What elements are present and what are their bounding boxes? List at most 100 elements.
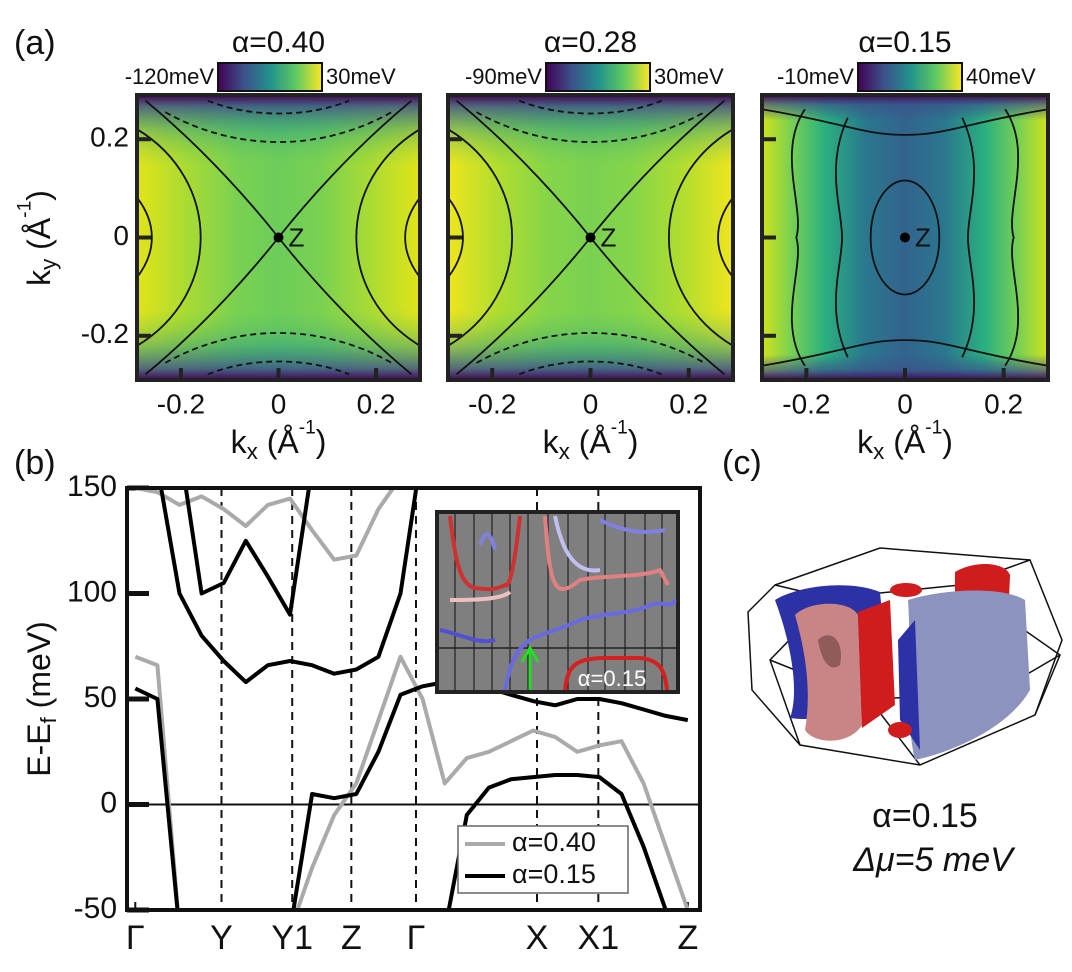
y-axis-label: E-Ef (meV) bbox=[21, 621, 60, 777]
x-tick-label: Z bbox=[341, 919, 362, 957]
x-tick-label: 0.2 bbox=[984, 388, 1023, 419]
point-label: Z bbox=[289, 222, 305, 252]
contour-line bbox=[669, 129, 733, 346]
y-tick-label: 100 bbox=[67, 575, 117, 608]
x-axis-label-part: x bbox=[559, 439, 570, 464]
contour-line bbox=[477, 112, 705, 142]
colorbar-label: -90meV bbox=[465, 64, 542, 89]
band-line bbox=[134, 686, 180, 910]
point-label: Z bbox=[601, 222, 617, 252]
legend-box bbox=[457, 825, 629, 894]
contours bbox=[137, 101, 420, 375]
contour-line bbox=[762, 109, 1048, 135]
inset-bg bbox=[435, 510, 680, 694]
y-axis-label: ky (Å-1) bbox=[15, 190, 61, 286]
inset-band bbox=[478, 532, 497, 551]
panel-label: (b) bbox=[14, 444, 56, 482]
contour-line bbox=[871, 181, 940, 295]
contour-line bbox=[208, 101, 350, 114]
inset-band bbox=[449, 590, 512, 602]
contour-line bbox=[165, 112, 391, 142]
panel-label: (c) bbox=[722, 444, 762, 482]
contour-line bbox=[448, 129, 512, 346]
contour-line bbox=[165, 333, 391, 363]
colorbar bbox=[545, 62, 651, 92]
y-tick-label: 0 bbox=[113, 220, 129, 251]
colorbar-label: -10meV bbox=[777, 64, 854, 89]
y-tick-label: -50 bbox=[74, 892, 117, 925]
legend-label: α=0.15 bbox=[512, 859, 596, 889]
x-axis-label-part: ) bbox=[628, 424, 639, 460]
contour-line bbox=[448, 198, 463, 278]
y-axis-label-part: E-E bbox=[21, 723, 57, 776]
x-axis-label: kx (Å-1) bbox=[857, 418, 953, 464]
x-tick-label: Γ bbox=[407, 919, 426, 957]
x-tick-label: 0.2 bbox=[669, 388, 708, 419]
colorbar bbox=[857, 62, 963, 92]
x-axis-label-part: (Å bbox=[570, 424, 612, 460]
y-axis-label-part: y bbox=[36, 258, 61, 270]
x-axis-label-part: (Å bbox=[884, 424, 926, 460]
band-line bbox=[159, 488, 419, 685]
contour-line bbox=[356, 129, 420, 346]
y-tick-label: 0.2 bbox=[90, 122, 129, 153]
x-axis-label-part: -1 bbox=[299, 418, 316, 439]
band-line bbox=[183, 488, 311, 617]
contour-line bbox=[208, 361, 350, 374]
panel-label: (a) bbox=[14, 24, 56, 62]
inset-label: α=0.15 bbox=[578, 666, 646, 691]
x-axis-label-part: k bbox=[857, 424, 874, 460]
y-tick-label: -0.2 bbox=[81, 318, 129, 349]
y-tick-label: 0 bbox=[100, 786, 117, 819]
colorbar-label: 30meV bbox=[326, 64, 396, 89]
contour-line bbox=[718, 198, 733, 278]
inset-band bbox=[599, 518, 666, 534]
contour-line bbox=[405, 198, 420, 278]
y-axis-label-part: (Å bbox=[21, 217, 57, 259]
y-tick-label: 150 bbox=[67, 470, 117, 503]
x-axis-label: kx (Å-1) bbox=[231, 418, 327, 464]
contour-line bbox=[962, 118, 974, 357]
x-tick-label: 0 bbox=[583, 388, 599, 419]
contour-line bbox=[762, 340, 1048, 366]
x-tick-label: Z bbox=[677, 919, 698, 957]
inset-band bbox=[439, 628, 496, 644]
inset-band bbox=[563, 656, 669, 691]
contour-line bbox=[519, 101, 662, 114]
contour-line bbox=[836, 118, 848, 357]
plot-frame bbox=[125, 486, 702, 912]
y-axis-label-part: ) bbox=[21, 190, 57, 201]
inset-arrow bbox=[520, 644, 540, 690]
x-axis-label-part: x bbox=[247, 439, 258, 464]
panel-title: α=0.15 bbox=[858, 26, 951, 59]
caption-line: α=0.15 bbox=[872, 797, 978, 835]
x-axis-label-part: k bbox=[543, 424, 560, 460]
point-label: Z bbox=[915, 222, 931, 252]
fermi-surface-render bbox=[747, 547, 1063, 766]
contour-line bbox=[519, 361, 662, 374]
x-tick-label: 0 bbox=[897, 388, 913, 419]
contour-line bbox=[137, 129, 201, 346]
x-tick-label: X bbox=[526, 919, 549, 957]
inset-band bbox=[553, 515, 601, 573]
contour-line bbox=[1005, 109, 1018, 366]
inset: α=0.15 bbox=[435, 510, 680, 694]
x-tick-label: 0 bbox=[271, 388, 287, 419]
band-line bbox=[446, 773, 668, 910]
x-tick-label: -0.2 bbox=[157, 388, 205, 419]
x-tick-label: -0.2 bbox=[782, 388, 830, 419]
band-line bbox=[134, 488, 396, 562]
x-tick-label: X1 bbox=[578, 919, 620, 957]
y-axis-label-part: (meV) bbox=[21, 621, 57, 717]
y-axis-label-part: k bbox=[21, 269, 57, 286]
point-marker bbox=[900, 232, 910, 243]
x-axis-label-part: -1 bbox=[611, 418, 628, 439]
point-marker bbox=[585, 232, 596, 243]
colorbar-label: 30meV bbox=[654, 64, 724, 89]
band-line bbox=[295, 654, 690, 910]
inset-band bbox=[543, 515, 670, 591]
y-axis-label-part: f bbox=[36, 716, 61, 723]
x-axis-label: kx (Å-1) bbox=[543, 418, 639, 464]
panel-title: α=0.40 bbox=[232, 26, 325, 59]
x-axis-label-part: ) bbox=[942, 424, 953, 460]
